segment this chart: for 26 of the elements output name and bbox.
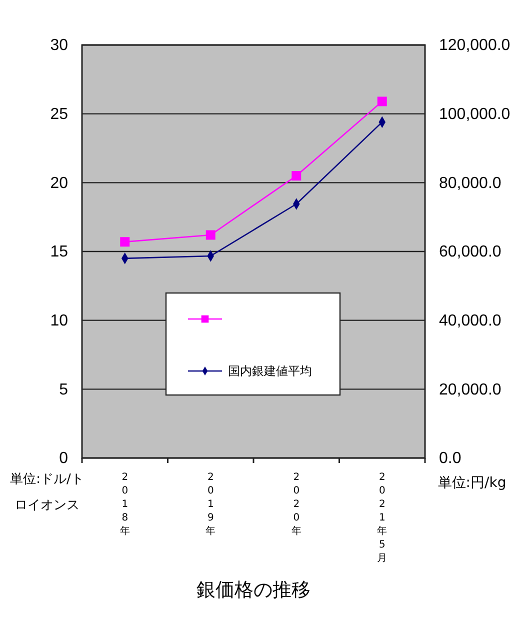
y-tick-label: 0: [59, 450, 68, 468]
y2-tick-label: 60,000.0: [439, 244, 502, 261]
text: 銀価格の推移: [196, 579, 310, 601]
y2-tick-label: 80,000.0: [439, 174, 502, 192]
y2-tick-label: 20,000.0: [439, 381, 502, 398]
y-tick-label: 10: [50, 312, 68, 330]
y2-tick-label: 100,000.0: [439, 106, 510, 123]
y-tick-label: 15: [50, 244, 68, 261]
point: [377, 96, 387, 106]
x-tick-label: 2021年5月: [377, 472, 388, 564]
y-tick-label: 5: [59, 381, 68, 398]
y-tick-label: 20: [50, 174, 68, 192]
y2-tick-label: 40,000.0: [439, 312, 502, 330]
x-tick-label: 2020年: [291, 472, 302, 537]
y2-tick-label: 0.0: [439, 450, 462, 468]
x-tick-label: 2018年: [120, 472, 130, 537]
y2-axis-title: 単位:円/kg: [438, 475, 506, 491]
point: [292, 171, 302, 181]
legend-label: 国内銀建値平均: [228, 364, 312, 378]
point: [206, 230, 216, 240]
y-tick-label: 25: [50, 106, 68, 123]
x-tick-label: 2019年: [206, 472, 216, 537]
y-axis-title: 単位:ドル/トロイオンス: [10, 472, 84, 513]
point: [120, 237, 130, 247]
y2-tick-label: 120,000.0: [439, 37, 510, 54]
y-tick-label: 30: [50, 37, 68, 54]
